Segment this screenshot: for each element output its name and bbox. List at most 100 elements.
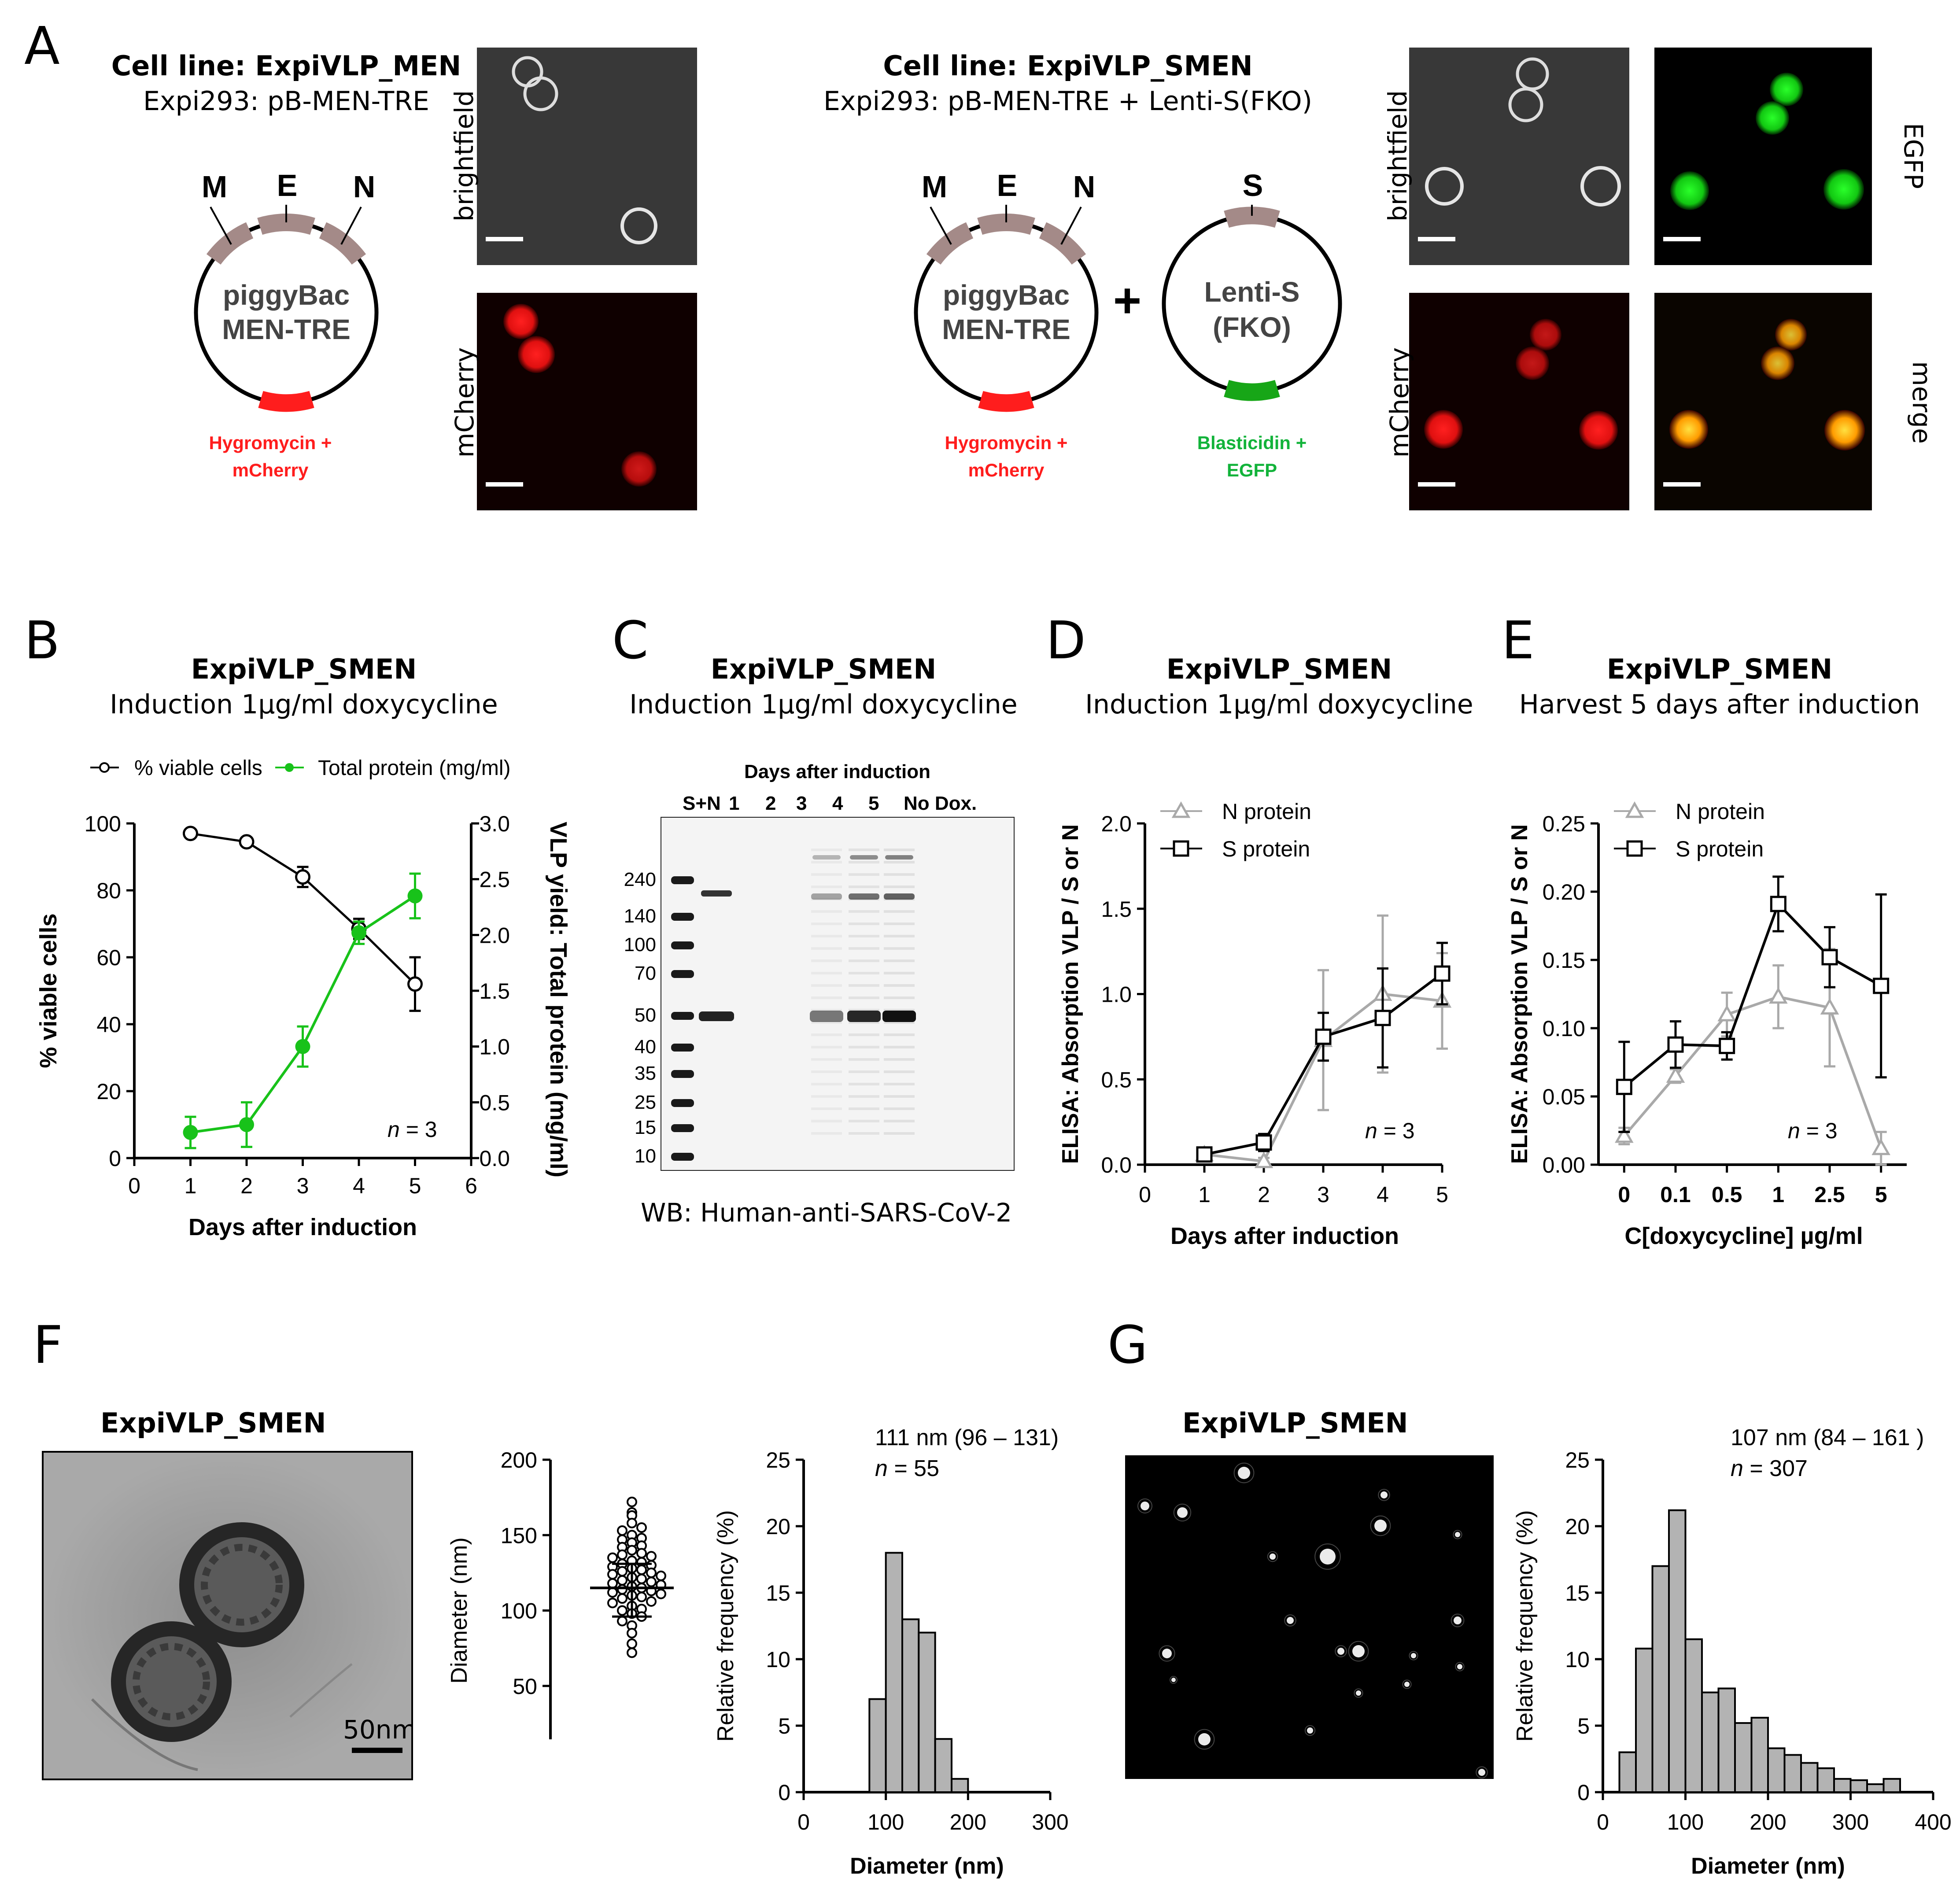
smear — [811, 1046, 842, 1048]
men-brightfield-image — [477, 48, 697, 265]
smear — [849, 996, 879, 999]
smear — [884, 1021, 915, 1024]
data-point — [1615, 1126, 1634, 1143]
y-tick-label: 10 — [766, 1647, 790, 1672]
smear — [811, 873, 842, 876]
scatter-point — [646, 1576, 657, 1587]
x-tick-label: 2 — [240, 1173, 253, 1198]
tem-scale-bar — [352, 1748, 402, 1753]
smear — [884, 886, 915, 888]
y-tick-label: 0.20 — [1543, 880, 1585, 904]
smen-plasmid-men: M E N piggyBac MEN-TRE Hygromycin + mChe… — [914, 168, 1099, 480]
x-tick-label: 0 — [1139, 1182, 1151, 1207]
scatter-point — [656, 1570, 666, 1581]
smen-egfp-image — [1654, 48, 1872, 265]
blasticidin-label-1: Blasticidin + — [1197, 432, 1307, 453]
blot-caption: WB: Human-anti-SARS-CoV-2 — [641, 1198, 1012, 1228]
y-axis-label: ELISA: Absorption VLP / S or N — [1058, 824, 1083, 1164]
smear — [811, 861, 842, 863]
data-point — [1821, 949, 1838, 966]
histogram-bar — [1833, 1778, 1852, 1793]
histogram-bar — [1618, 1751, 1637, 1793]
x-tick-label: 1 — [185, 1173, 197, 1198]
histogram-bar — [1866, 1783, 1885, 1793]
smear — [849, 861, 879, 863]
ladder-band — [671, 1070, 694, 1078]
nta-particle — [1141, 1502, 1149, 1510]
y-tick-label: 50 — [513, 1674, 537, 1699]
y-tick-label: 10 — [1565, 1647, 1590, 1672]
smear — [849, 1107, 879, 1110]
legend-label-protein: Total protein (mg/ml) — [318, 756, 510, 780]
plus-sign: + — [1113, 273, 1141, 328]
mw-marker-label: 25 — [635, 1092, 656, 1113]
data-point — [1315, 1028, 1332, 1045]
scatter-point — [607, 1587, 618, 1598]
ladder-band — [671, 941, 694, 949]
x-tick-label: 300 — [1832, 1810, 1869, 1834]
smear — [811, 1095, 842, 1098]
legend-marker-0 — [1171, 801, 1191, 818]
smen-marker-label-1: Hygromycin + — [945, 432, 1068, 453]
histogram-bar — [1734, 1722, 1753, 1793]
band — [701, 890, 732, 897]
smear — [811, 1107, 842, 1110]
y-tick-label: 0.0 — [1101, 1153, 1132, 1177]
label-mcherry-smen: mCherry — [1384, 347, 1415, 458]
smear — [811, 1083, 842, 1085]
gene-n-segment — [319, 222, 366, 265]
x-tick-label: 1 — [1772, 1182, 1784, 1207]
nta-particle — [1411, 1653, 1416, 1658]
nta-halo — [1267, 1551, 1278, 1562]
x-tick-label: 0 — [128, 1173, 140, 1198]
nta-particle — [1478, 1769, 1485, 1776]
series-viable-line — [190, 832, 416, 985]
scatter-point — [627, 1647, 637, 1658]
x-tick-label: 5 — [1436, 1182, 1448, 1207]
y-axis-label: Relative frequency (%) — [1512, 1510, 1538, 1742]
y-tick-label: 0.05 — [1543, 1085, 1585, 1109]
data-point — [1374, 1010, 1391, 1026]
smear — [811, 984, 842, 987]
mw-marker-label: 70 — [635, 963, 656, 984]
ladder-band — [671, 1099, 694, 1107]
y-tick-label: 60 — [96, 945, 121, 970]
smear — [849, 1132, 879, 1135]
x-tick-label: 0 — [1597, 1810, 1609, 1834]
scatter-point — [607, 1569, 618, 1580]
histogram-bar — [951, 1778, 969, 1793]
smen-gene-m-label: M — [922, 170, 947, 204]
scatter-point — [617, 1549, 627, 1560]
c-title: ExpiVLP_SMEN — [710, 653, 937, 685]
panel-label-e: E — [1502, 610, 1535, 671]
data-point — [1616, 1078, 1632, 1095]
n-label: n = 55 — [875, 1456, 939, 1481]
nta-halo — [1335, 1645, 1347, 1657]
marker-label-1: Hygromycin + — [209, 432, 332, 453]
y-tick-label: 0.25 — [1543, 812, 1585, 836]
ladder-band — [671, 1153, 694, 1161]
scatter-point — [607, 1552, 618, 1563]
smear — [884, 1120, 915, 1122]
nta-image — [1125, 1455, 1494, 1779]
panel-label-a: A — [24, 15, 60, 76]
panel-label-b: B — [24, 610, 60, 671]
chart-f-hist: 0 5 10 15 20 25 0 100 200 300 Diameter (nm) Relativ… — [713, 1425, 1069, 1879]
b-title-block: ExpiVLP_SMEN Induction 1µg/ml doxycycline — [106, 652, 502, 722]
scatter-point — [617, 1593, 627, 1604]
smen-merge-image — [1654, 293, 1872, 510]
scatter-point — [646, 1551, 657, 1562]
nta-halo — [1409, 1651, 1418, 1661]
x-axis-label: Diameter (nm) — [1691, 1853, 1845, 1879]
scatter-point — [627, 1517, 637, 1528]
band — [850, 855, 878, 860]
band — [885, 855, 913, 860]
scatter-point — [646, 1567, 657, 1578]
nta-particle — [1320, 1549, 1336, 1565]
smear — [849, 1046, 879, 1048]
y-tick-label: 0.00 — [1543, 1153, 1585, 1177]
data-point — [1770, 896, 1787, 912]
x-tick-label: 5 — [409, 1173, 421, 1198]
ladder-band — [671, 876, 694, 884]
scatter-point — [636, 1573, 647, 1584]
